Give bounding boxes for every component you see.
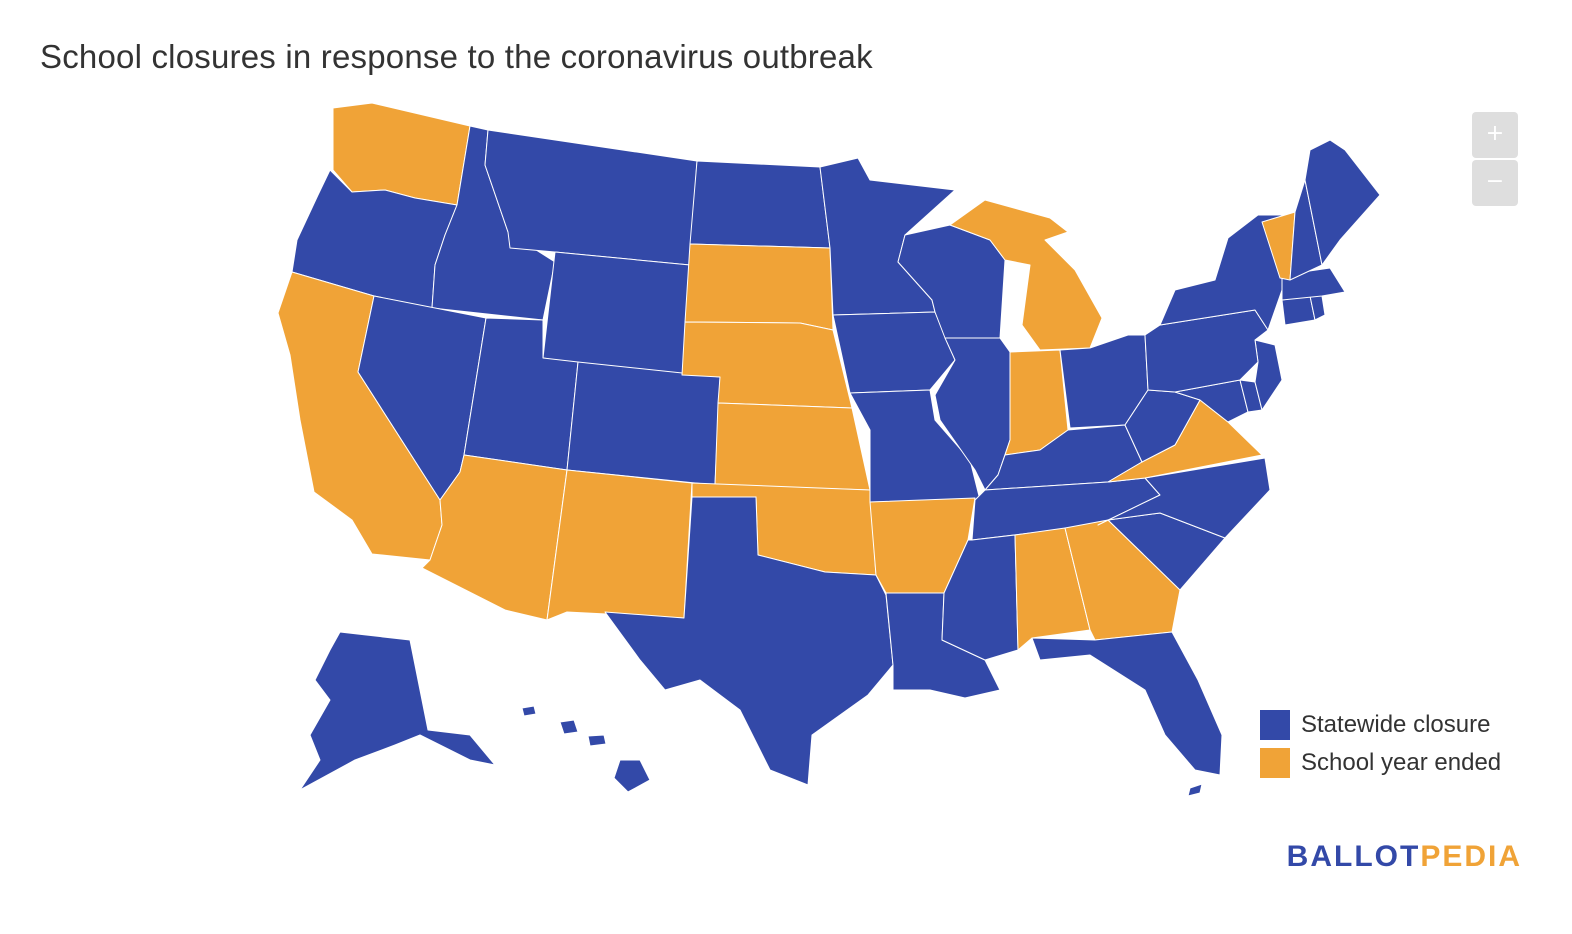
island-3 [1187,783,1203,797]
legend-label: Statewide closure [1301,711,1491,738]
state-alabama[interactable] [1014,527,1091,651]
legend-item-statewide: Statewide closure [1260,706,1501,744]
state-hawaii[interactable] [613,759,651,793]
legend-label: School year ended [1301,749,1502,776]
state-michigan[interactable] [949,199,1103,351]
zoom-in-button[interactable]: + [1472,112,1518,158]
island-2 [587,734,607,747]
legend-swatch [1260,748,1290,778]
state-colorado[interactable] [566,361,721,486]
state-new-jersey[interactable] [1254,339,1283,411]
state-north-carolina[interactable] [1097,457,1271,539]
state-washington[interactable] [332,102,471,206]
logo-part-pedia: PEDIA [1420,840,1522,873]
state-north-dakota[interactable] [689,160,831,249]
legend: Statewide closure School year ended [1260,706,1501,782]
logo-part-ballot: BALLOT [1286,840,1421,873]
state-connecticut[interactable] [1281,295,1316,326]
state-florida[interactable] [1031,631,1223,776]
state-montana[interactable] [484,129,698,266]
state-kansas[interactable] [714,402,871,491]
map-title: School closures in response to the coron… [40,38,873,75]
legend-item-ended: School year ended [1260,744,1501,782]
zoom-out-button[interactable]: − [1472,160,1518,206]
state-south-dakota[interactable] [684,243,834,331]
state-missouri[interactable] [849,389,981,503]
state-texas[interactable] [604,496,894,786]
state-alaska[interactable] [299,631,496,791]
state-new-mexico[interactable] [546,469,693,621]
ballotpedia-logo: BALLOTPEDIA [1287,840,1522,874]
state-iowa[interactable] [832,311,956,394]
island-1 [559,719,579,735]
state-maine[interactable] [1304,139,1381,266]
island-0 [521,705,537,717]
legend-swatch [1260,710,1290,740]
state-new-york[interactable] [1159,214,1283,331]
